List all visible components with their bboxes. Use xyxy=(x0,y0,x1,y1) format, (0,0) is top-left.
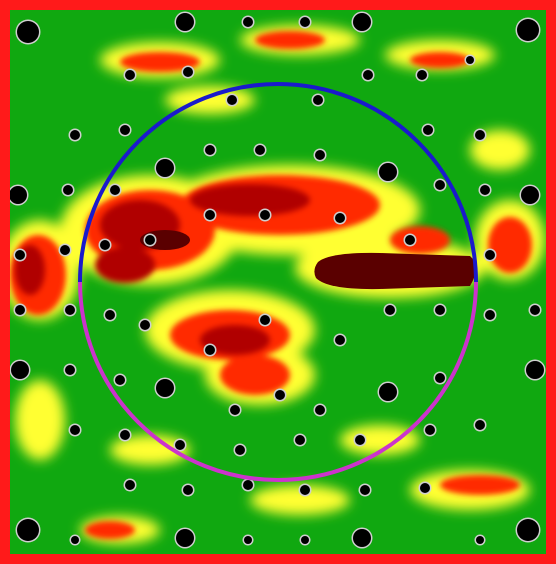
marker-dot xyxy=(120,125,130,135)
marker-dot xyxy=(183,485,193,495)
marker-dot xyxy=(65,365,75,375)
marker-dot xyxy=(521,186,539,204)
marker-dot xyxy=(435,305,445,315)
marker-dot xyxy=(255,145,265,155)
marker-dot xyxy=(260,210,270,220)
marker-dot xyxy=(15,305,25,315)
marker-dot xyxy=(65,305,75,315)
marker-dot xyxy=(205,345,215,355)
marker-dot xyxy=(315,405,325,415)
marker-dot xyxy=(405,235,415,245)
marker-dot xyxy=(530,305,540,315)
heat-layer xyxy=(10,25,545,544)
marker-dot xyxy=(63,185,73,195)
marker-dot xyxy=(15,250,25,260)
marker-dot xyxy=(120,430,130,440)
marker-dot xyxy=(417,70,427,80)
marker-dot xyxy=(335,335,345,345)
marker-dot xyxy=(300,485,310,495)
marker-dot xyxy=(480,185,490,195)
marker-dot xyxy=(145,235,155,245)
marker-dot xyxy=(105,310,115,320)
marker-dot xyxy=(243,480,253,490)
marker-dot xyxy=(335,213,345,223)
marker-dot xyxy=(100,240,110,250)
marker-dot xyxy=(60,245,70,255)
marker-dot xyxy=(176,13,194,31)
marker-dot xyxy=(300,17,310,27)
marker-dot xyxy=(360,485,370,495)
marker-dot xyxy=(175,440,185,450)
marker-dot xyxy=(313,95,323,105)
marker-dot xyxy=(301,536,309,544)
marker-dot xyxy=(363,70,373,80)
marker-dot xyxy=(230,405,240,415)
marker-dot xyxy=(71,536,79,544)
marker-dot xyxy=(11,361,29,379)
marker-dot xyxy=(183,67,193,77)
marker-dot xyxy=(485,310,495,320)
marker-dot xyxy=(125,70,135,80)
marker-dot xyxy=(9,186,27,204)
marker-dot xyxy=(176,529,194,547)
marker-dot xyxy=(110,185,120,195)
marker-dot xyxy=(423,125,433,135)
marker-dots xyxy=(7,11,546,549)
marker-dot xyxy=(379,163,397,181)
marker-dot xyxy=(140,320,150,330)
marker-dot xyxy=(353,13,371,31)
marker-dot xyxy=(385,305,395,315)
circle-upper-arc xyxy=(78,82,478,283)
heat-peak xyxy=(314,252,476,290)
marker-dot xyxy=(205,210,215,220)
marker-dot xyxy=(526,361,544,379)
marker-dot xyxy=(260,315,270,325)
marker-dot xyxy=(227,95,237,105)
marker-dot xyxy=(420,483,430,493)
marker-dot xyxy=(17,519,39,541)
marker-dot xyxy=(17,21,39,43)
marker-dot xyxy=(295,435,305,445)
marker-dot xyxy=(243,17,253,27)
marker-dot xyxy=(70,425,80,435)
marker-dot xyxy=(244,536,252,544)
marker-dot xyxy=(476,536,484,544)
marker-dot xyxy=(425,425,435,435)
marker-dot xyxy=(466,56,474,64)
marker-dot xyxy=(379,383,397,401)
circle-lower-arc xyxy=(78,281,478,482)
marker-dot xyxy=(517,519,539,541)
marker-dot xyxy=(125,480,135,490)
marker-dot xyxy=(235,445,245,455)
marker-dot xyxy=(205,145,215,155)
marker-dot xyxy=(355,435,365,445)
marker-dot xyxy=(517,19,539,41)
marker-dot xyxy=(275,390,285,400)
marker-dot xyxy=(475,130,485,140)
marker-dot xyxy=(115,375,125,385)
marker-dot xyxy=(315,150,325,160)
marker-dot xyxy=(353,529,371,547)
marker-dot xyxy=(485,250,495,260)
marker-dot xyxy=(475,420,485,430)
marker-dot xyxy=(156,379,174,397)
marker-dot xyxy=(156,159,174,177)
marker-dot xyxy=(70,130,80,140)
marker-dot xyxy=(435,180,445,190)
marker-dot xyxy=(435,373,445,383)
